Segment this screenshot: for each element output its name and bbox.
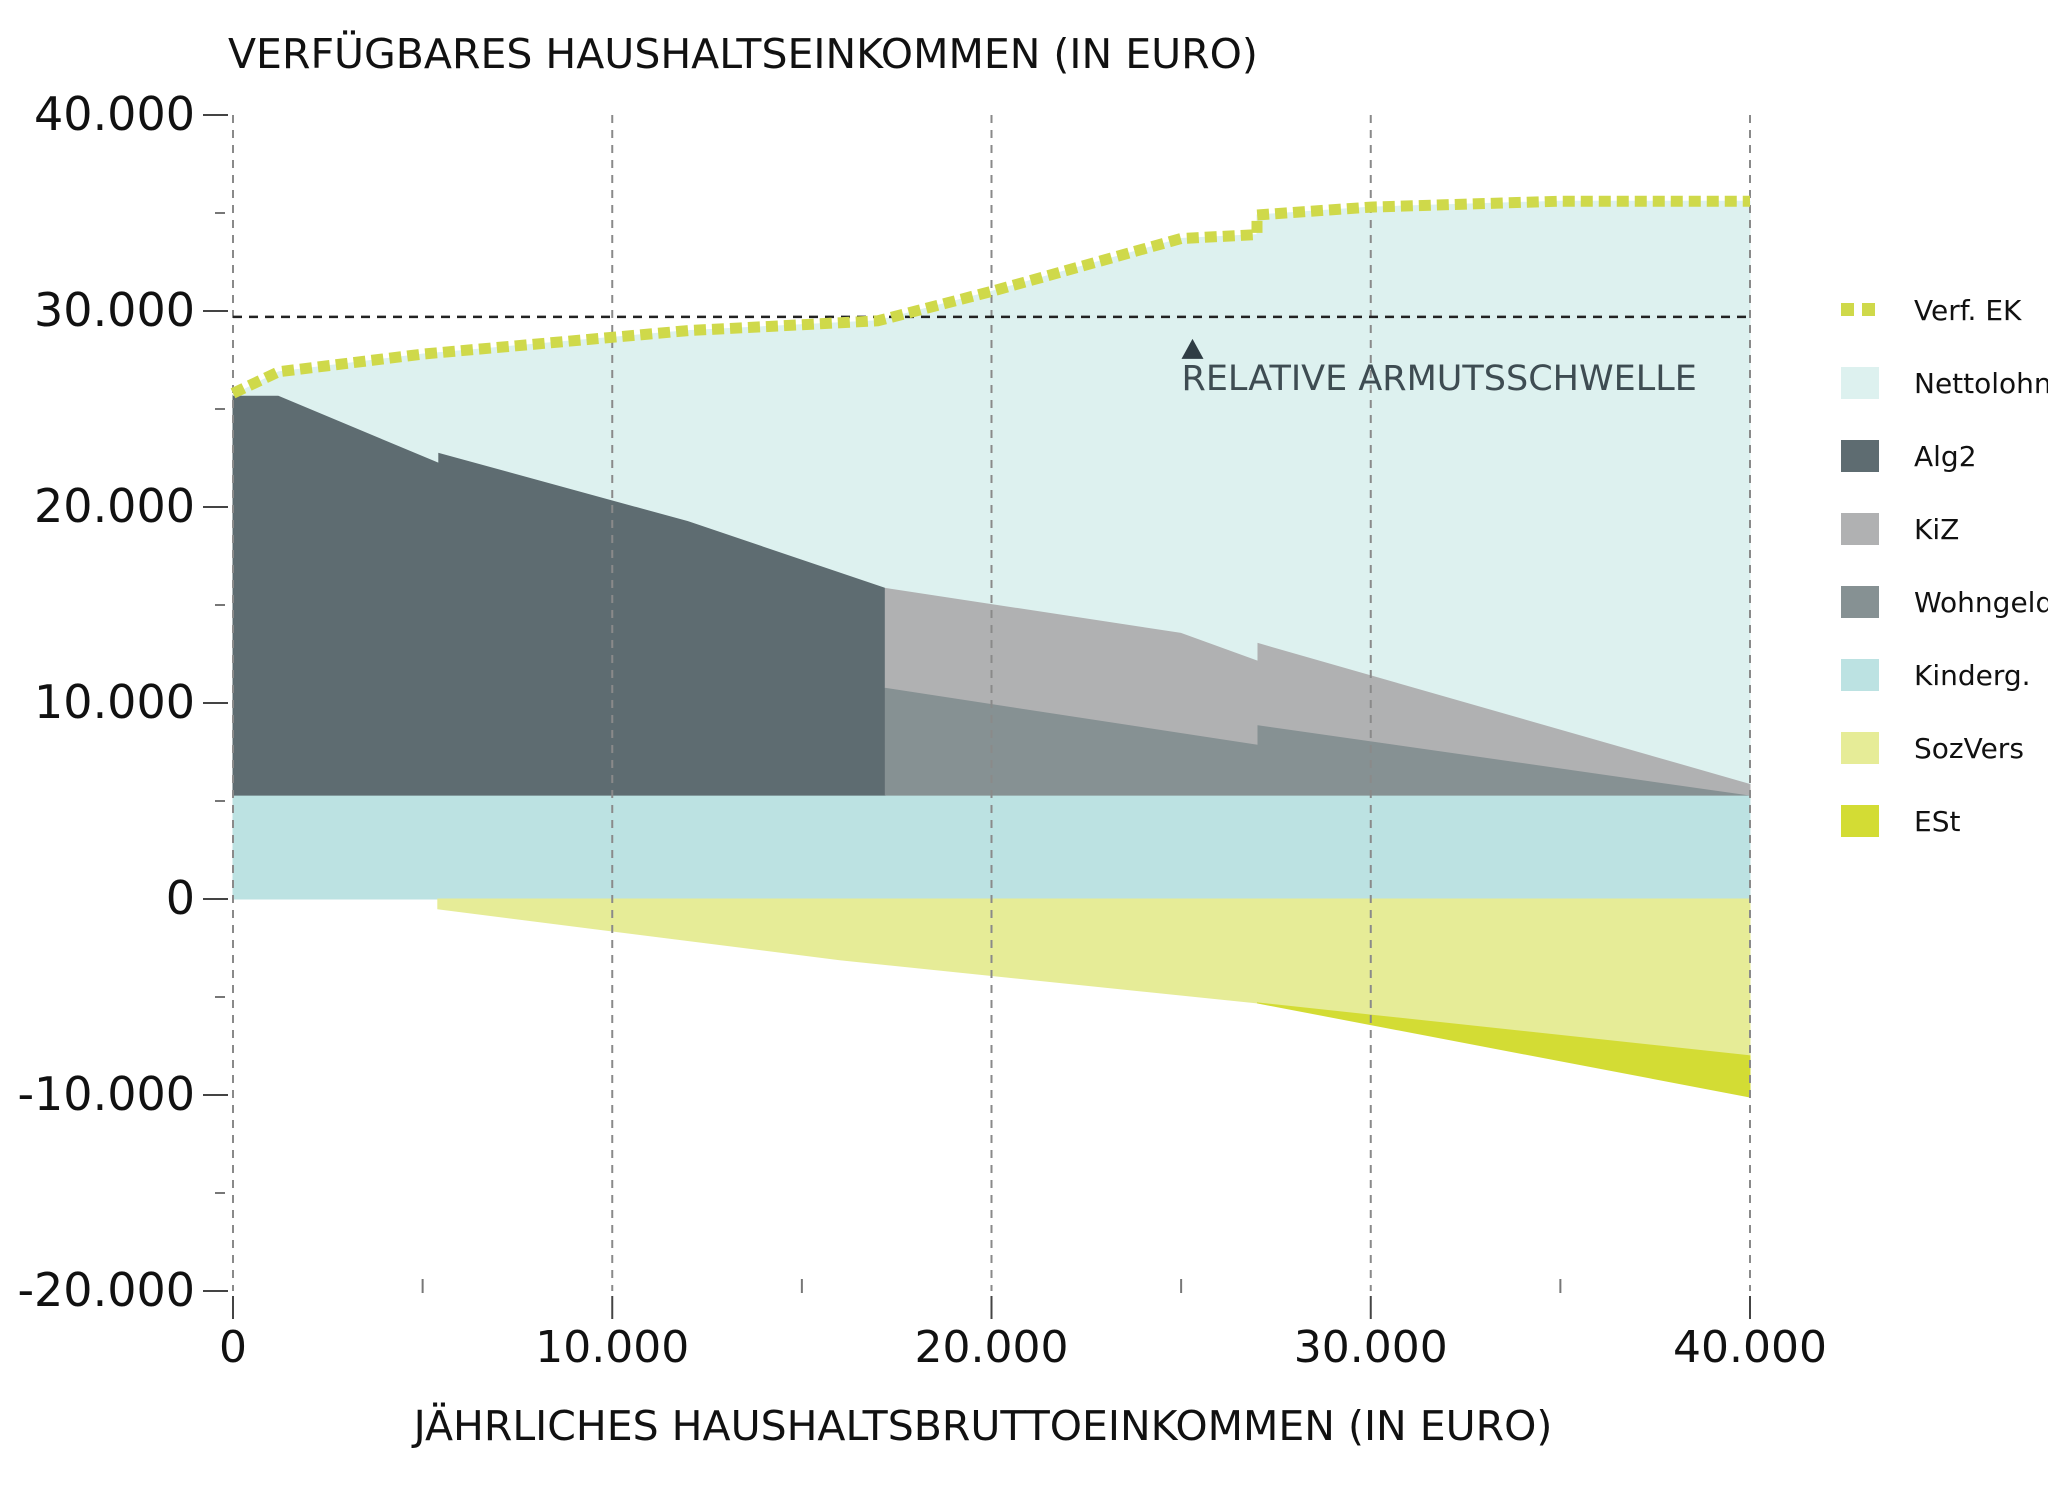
- annotation-triangle-icon: [1181, 338, 1204, 359]
- y-tick-label: 20.000: [34, 479, 195, 533]
- legend-swatch-sozvers: [1841, 732, 1879, 764]
- y-tick-label: 30.000: [34, 283, 195, 337]
- x-tick-label: 10.000: [535, 1322, 689, 1373]
- line-verf-ek: [230, 195, 1750, 399]
- legend-label-alg2: Alg2: [1914, 440, 1977, 473]
- legend-swatch-alg2: [1841, 440, 1879, 472]
- legend-label-nettolohn: Nettolohn: [1914, 367, 2048, 400]
- grid-lines: [232, 115, 1751, 1291]
- legend-swatch-est: [1841, 805, 1879, 837]
- y-tick-label: -10.000: [17, 1067, 195, 1121]
- area-sozvers: [437, 898, 1751, 1057]
- legend-label-kinderg: Kinderg.: [1914, 659, 2031, 692]
- legend-label-verf-ek: Verf. EK: [1914, 294, 2022, 327]
- series-lines: [230, 195, 1750, 399]
- legend-label-est: ESt: [1914, 805, 1960, 838]
- y-tick-label: -20.000: [17, 1263, 195, 1317]
- axes: -20.000 -10.000 0 10.000 20.000 30.000 40.000 0…: [17, 87, 1827, 1373]
- legend-label-sozvers: SozVers: [1914, 732, 2024, 765]
- y-axis-title: VERFÜGBARES HAUSHALTSEINKOMMEN (IN EURO): [228, 30, 1258, 78]
- legend-swatch-dot: [1862, 303, 1875, 316]
- x-tick-label: 0: [219, 1322, 247, 1373]
- y-tick-label: 40.000: [34, 87, 195, 141]
- x-tick-label: 30.000: [1294, 1322, 1448, 1373]
- y-tick-label: 10.000: [34, 675, 195, 729]
- annotation-label: RELATIVE ARMUTSSCHWELLE: [1182, 359, 1697, 399]
- legend-swatch-kinderg: [1841, 659, 1879, 691]
- y-tick-label: 0: [166, 871, 195, 925]
- legend: Verf. EK Nettolohn Alg2 KiZ Wohngeld Kinderg.…: [1841, 294, 2048, 838]
- x-axis-title: JÄHRLICHES HAUSHALTSBRUTTOEINKOMMEN (IN …: [411, 1402, 1553, 1450]
- legend-label-wohngeld: Wohngeld: [1914, 586, 2048, 619]
- legend-swatch-nettolohn: [1841, 367, 1879, 399]
- legend-swatch-wohngeld: [1841, 586, 1879, 618]
- legend-swatch-kiz: [1841, 513, 1879, 545]
- x-tick-label: 20.000: [915, 1322, 1069, 1373]
- annotations: RELATIVE ARMUTSSCHWELLE: [1181, 338, 1697, 399]
- x-tick-label: 40.000: [1673, 1322, 1827, 1373]
- legend-swatch-dot: [1841, 303, 1854, 316]
- legend-label-kiz: KiZ: [1914, 513, 1959, 546]
